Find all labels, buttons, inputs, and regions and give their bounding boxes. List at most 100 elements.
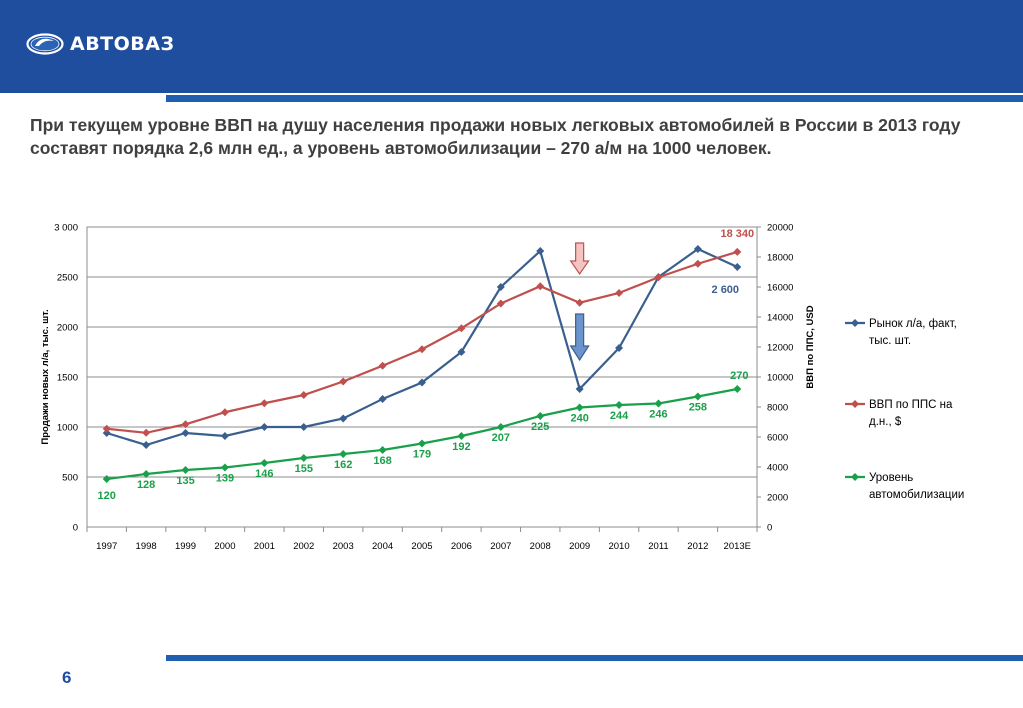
data-point-motorization (142, 470, 151, 478)
x-tick-label: 1999 (175, 541, 196, 552)
data-point-motorization (693, 392, 702, 401)
footer-stripe (166, 655, 1023, 661)
data-label-motorization: 258 (689, 402, 707, 414)
data-point-market (575, 385, 584, 393)
y-right-axis-title: ВВП по ППС, USD (805, 305, 816, 388)
y-left-tick-label: 2000 (57, 323, 78, 334)
data-label-motorization: 244 (610, 410, 629, 422)
lada-logo-icon (26, 33, 64, 55)
x-tick-label: 2013E (724, 541, 751, 552)
data-point-gdp (496, 299, 505, 308)
data-point-gdp (733, 247, 742, 256)
data-point-motorization (378, 446, 387, 454)
y-right-tick-label: 18000 (767, 253, 793, 264)
header-stripe (166, 95, 1023, 102)
data-point-motorization (339, 450, 348, 458)
x-tick-label: 2012 (687, 541, 708, 552)
data-point-motorization (457, 432, 466, 440)
data-point-gdp (142, 428, 151, 437)
legend-label-market: Рынок л/а, факт, (869, 318, 957, 330)
data-point-gdp (260, 399, 269, 408)
data-point-motorization (733, 385, 742, 393)
data-point-motorization (102, 475, 111, 483)
legend-label-motorization: Уровень (869, 472, 913, 484)
data-point-market (733, 263, 742, 271)
y-left-tick-label: 0 (73, 523, 78, 534)
data-point-gdp (457, 324, 466, 333)
y-left-tick-label: 1000 (57, 423, 78, 434)
data-label-motorization: 146 (255, 468, 273, 480)
data-point-motorization (418, 439, 426, 448)
data-point-market (457, 348, 466, 356)
end-label-gdp: 18 340 (720, 228, 754, 240)
y-right-tick-label: 10000 (767, 373, 793, 384)
data-point-market (181, 429, 190, 437)
legend-label-gdp: ВВП по ППС на (869, 399, 953, 411)
legend-label-motorization: автомобилизации (869, 489, 964, 501)
x-tick-label: 2007 (490, 541, 511, 552)
data-point-market (260, 423, 269, 431)
data-label-motorization: 155 (295, 463, 313, 475)
data-point-gdp (654, 273, 663, 282)
data-point-gdp (339, 377, 348, 386)
data-point-motorization (536, 412, 545, 420)
data-point-motorization (615, 401, 624, 409)
x-tick-label: 2005 (411, 541, 432, 552)
y-right-tick-label: 16000 (767, 283, 793, 294)
legend-marker-motorization (851, 473, 859, 481)
logo-text: АВТОВАЗ (70, 33, 175, 55)
x-tick-label: 2002 (293, 541, 314, 552)
data-label-motorization: 135 (176, 475, 194, 487)
data-point-motorization (260, 459, 269, 467)
data-label-motorization: 139 (216, 473, 234, 485)
page-number: 6 (62, 668, 72, 687)
data-label-motorization: 168 (373, 455, 391, 467)
x-tick-label: 2010 (608, 541, 629, 552)
data-label-motorization: 225 (531, 421, 549, 433)
x-tick-label: 2004 (372, 541, 393, 552)
legend-marker-gdp (851, 400, 859, 408)
data-point-gdp (102, 424, 111, 433)
data-label-motorization: 270 (730, 370, 748, 382)
data-point-market (220, 432, 229, 440)
data-point-market (496, 283, 505, 291)
data-point-market (536, 247, 545, 255)
legend-marker-market (851, 319, 859, 327)
data-point-motorization (654, 399, 663, 408)
data-point-market (418, 378, 426, 387)
data-point-market (615, 344, 624, 352)
end-label-market: 2 600 (712, 284, 740, 296)
data-point-market (299, 423, 308, 431)
data-point-gdp (418, 345, 426, 354)
x-tick-label: 2003 (333, 541, 354, 552)
data-point-market (142, 441, 151, 449)
data-point-gdp (181, 420, 190, 429)
y-left-tick-label: 3 000 (54, 223, 78, 234)
x-tick-label: 2009 (569, 541, 590, 552)
y-right-tick-label: 2000 (767, 493, 788, 504)
data-point-gdp (299, 391, 308, 399)
y-right-tick-label: 8000 (767, 403, 788, 414)
x-tick-label: 2001 (254, 541, 275, 552)
data-label-motorization: 240 (570, 413, 588, 425)
y-right-tick-label: 0 (767, 523, 772, 534)
x-tick-label: 2000 (214, 541, 235, 552)
y-right-tick-label: 12000 (767, 343, 793, 354)
series-line-gdp (106, 250, 738, 434)
y-right-tick-label: 14000 (767, 313, 793, 324)
data-point-gdp (536, 282, 545, 291)
data-point-motorization (575, 403, 584, 412)
market-decline-arrow-icon (569, 313, 590, 362)
x-tick-label: 1997 (96, 541, 117, 552)
data-point-gdp (615, 289, 624, 297)
header-bar (0, 0, 1023, 93)
legend-label-market: тыс. шт. (869, 335, 911, 347)
gdp-decline-arrow-icon (569, 242, 590, 276)
y-left-axis-title: Продажи новых л/а, тыс. шт. (40, 309, 51, 444)
data-point-motorization (220, 463, 229, 472)
logo: АВТОВАЗ (26, 33, 174, 55)
x-tick-label: 2006 (451, 541, 472, 552)
data-point-gdp (220, 408, 229, 417)
legend-label-gdp: д.н., $ (869, 416, 902, 428)
